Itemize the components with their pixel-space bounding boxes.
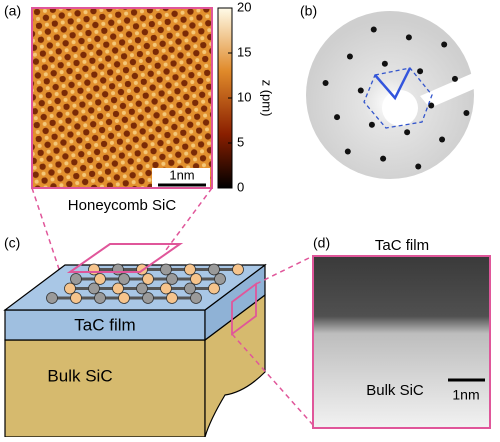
atom [142, 273, 154, 285]
atom [70, 292, 82, 304]
leed-spot [344, 148, 351, 155]
leed-spot [357, 87, 364, 94]
leed-spot [381, 60, 388, 67]
colorbar-tick-label: 20 [237, 0, 251, 14]
panel-label: (a) [4, 3, 21, 19]
colorbar-ticks: 0 5 10 15 20 [228, 0, 251, 194]
scale-bar-label: 1nm [452, 387, 479, 403]
atom [118, 273, 130, 285]
atom [46, 292, 58, 304]
leed-spot [441, 41, 448, 48]
atom [142, 292, 154, 304]
atom [112, 282, 124, 295]
atom [118, 292, 130, 304]
atoms [46, 263, 244, 304]
atom [94, 292, 106, 304]
zoom-region [66, 243, 184, 273]
leed-center [382, 90, 418, 126]
zoom-line [231, 333, 314, 426]
panel-label: (d) [313, 235, 330, 251]
leed-spots [322, 26, 470, 170]
atom [88, 282, 100, 295]
leed-spot [415, 163, 422, 170]
leed-spot [380, 155, 387, 162]
tem-bulk-label: Bulk SiC [366, 382, 424, 399]
zoom-region [231, 282, 257, 336]
tem-film-label: TaC film [375, 237, 429, 254]
atom [208, 282, 220, 295]
panel-label: (b) [300, 3, 317, 19]
atom [184, 263, 196, 276]
zoom-line [31, 187, 61, 273]
leed-spot [322, 80, 329, 87]
atom [112, 263, 124, 276]
atom [190, 292, 202, 304]
atom [166, 273, 178, 285]
leed-gun [420, 70, 490, 108]
colorbar-tick-label: 5 [237, 134, 244, 149]
colorbar-tick-label: 15 [237, 44, 251, 59]
leed-vectors [374, 67, 412, 101]
leed-spot [346, 53, 353, 60]
atom [160, 263, 172, 276]
atom [190, 273, 202, 285]
colorbar-label: z (pm) [260, 80, 275, 117]
atom [88, 263, 100, 276]
zoom-line [255, 255, 314, 285]
atom [160, 282, 172, 295]
atom [214, 273, 226, 285]
colorbar-tick-label: 0 [237, 179, 244, 194]
scale-bar-box [152, 168, 210, 187]
atom [208, 263, 220, 276]
leed-spot [405, 34, 412, 41]
leed-spot [368, 121, 375, 128]
bulk-front [4, 339, 206, 438]
scale-bar-label: 1nm [169, 167, 194, 182]
colorbar-tick-label: 10 [237, 89, 251, 104]
atom [136, 282, 148, 295]
stm-caption: Honeycomb SiC [68, 197, 177, 214]
atom [94, 273, 106, 285]
leed-spot [334, 114, 341, 121]
leed-spot [370, 26, 377, 33]
atom [184, 282, 196, 295]
atom [166, 292, 178, 304]
zoom-line [165, 187, 213, 251]
leed-spot [417, 68, 424, 75]
leed-spot [428, 102, 435, 109]
film-label: TaC film [74, 315, 135, 334]
leed-spot [451, 75, 458, 82]
bulk-label: Bulk SiC [47, 366, 112, 385]
atom [70, 273, 82, 285]
leed-spot [404, 129, 411, 136]
panel-label: (c) [4, 235, 20, 251]
stm-image [31, 7, 213, 189]
tem-image [312, 255, 491, 429]
leed-spot [439, 136, 446, 143]
bulk-side [204, 293, 266, 438]
atom [64, 282, 76, 295]
atom [232, 263, 244, 276]
leed-spot [463, 109, 470, 116]
